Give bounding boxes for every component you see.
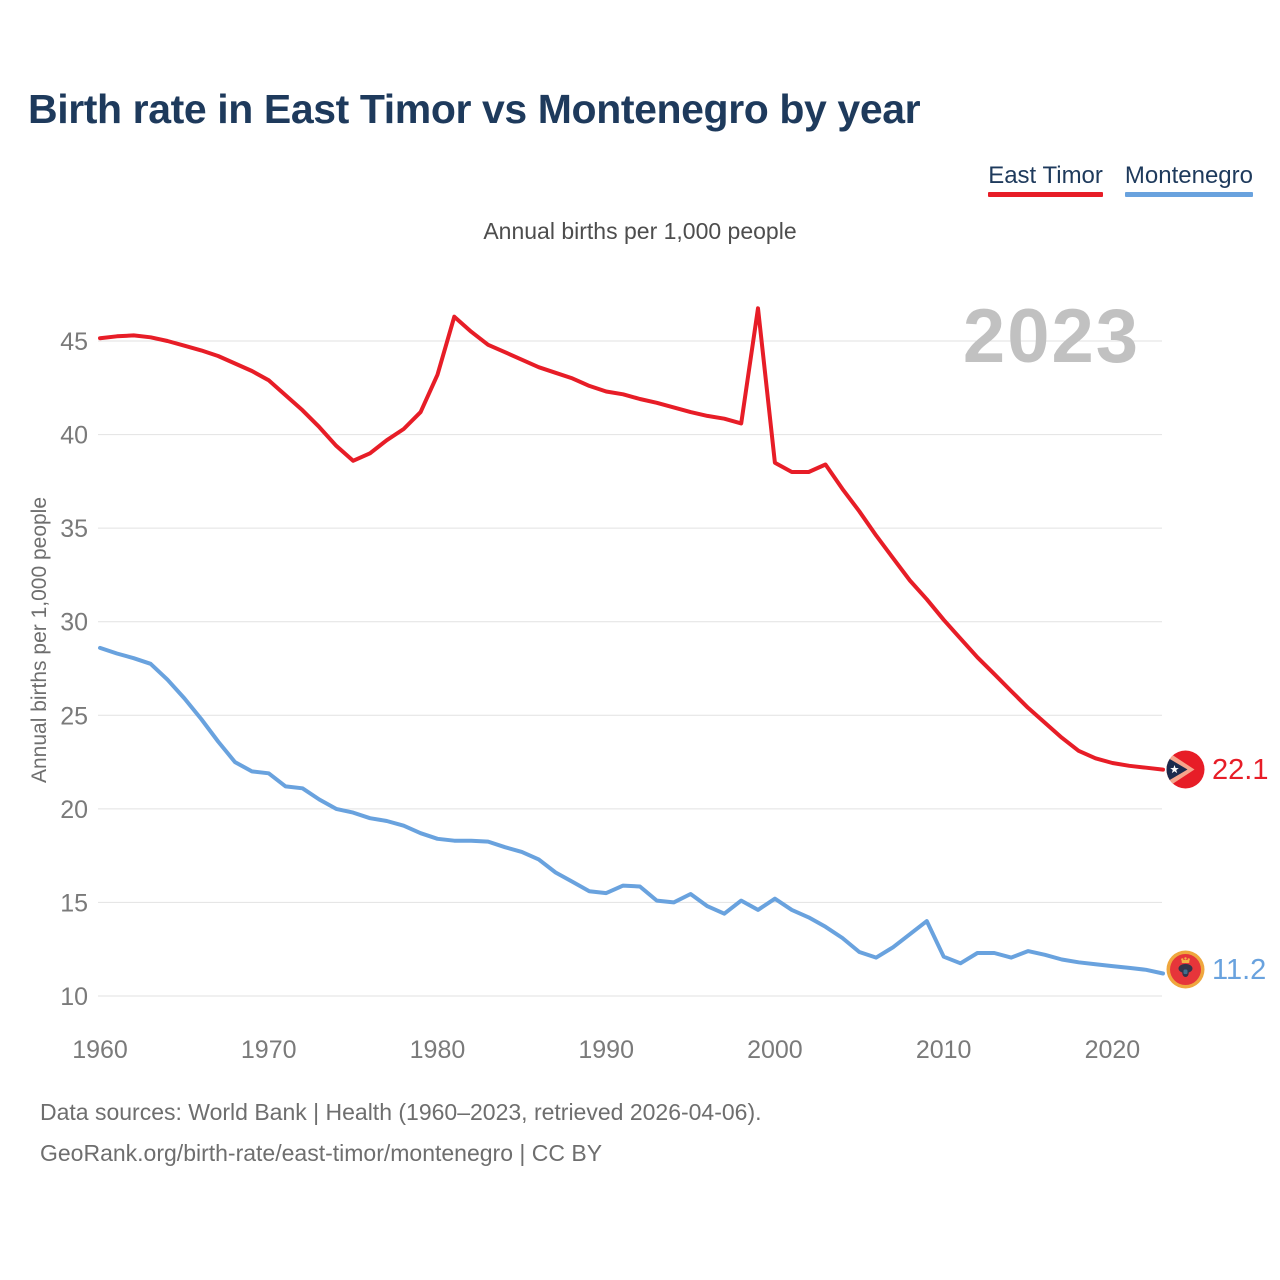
montenegro-flag-icon (1166, 950, 1205, 989)
east-timor-flag-icon (1166, 750, 1205, 789)
legend-label: Montenegro (1124, 162, 1253, 189)
x-tick-label: 2000 (747, 1036, 803, 1064)
y-tick-label: 20 (60, 796, 88, 824)
page-title: Birth rate in East Timor vs Montenegro b… (28, 86, 921, 132)
footer-attribution: GeoRank.org/birth-rate/east-timor/monten… (40, 1140, 603, 1166)
y-tick-label: 35 (60, 515, 88, 543)
y-axis-title: Annual births per 1,000 people (28, 497, 51, 783)
legend-item-east-timor[interactable]: East Timor (988, 161, 1103, 197)
y-tick-label: 40 (60, 422, 88, 450)
legend-item-montenegro[interactable]: Montenegro (1124, 161, 1253, 197)
x-tick-label: 1960 (72, 1036, 128, 1064)
x-tick-label: 1990 (578, 1036, 634, 1064)
y-tick-label: 10 (60, 983, 88, 1011)
east-timor-line (98, 306, 1165, 772)
y-tick-label: 25 (60, 702, 88, 730)
y-tick-label: 45 (60, 328, 88, 356)
y-tick-label: 30 (60, 609, 88, 637)
x-tick-label: 2010 (916, 1036, 972, 1064)
east-timor-end-label: 22.1 (1212, 754, 1268, 786)
x-tick-label: 1970 (241, 1036, 297, 1064)
x-tick-label: 2020 (1085, 1036, 1141, 1064)
x-tick-label: 1980 (410, 1036, 466, 1064)
footer: Data sources: World Bank | Health (1960–… (40, 1092, 762, 1174)
legend: East Timor Montenegro (988, 161, 1253, 197)
legend-color-bar (988, 192, 1103, 197)
y-tick-label: 15 (60, 889, 88, 917)
chart-subtitle: Annual births per 1,000 people (483, 218, 797, 244)
watermark-year: 2023 (963, 294, 1140, 379)
legend-label: East Timor (988, 162, 1103, 189)
legend-color-bar (1124, 192, 1253, 197)
gridlines (98, 340, 1162, 997)
series-lines (98, 306, 1165, 976)
y-axis-ticks: 10 15 20 25 30 35 40 45 (60, 328, 88, 1011)
x-axis-ticks: 1960 1970 1980 1990 2000 2010 2020 (72, 1036, 1140, 1064)
montenegro-end-label: 11.2 (1212, 954, 1266, 986)
footer-sources: Data sources: World Bank | Health (1960–… (40, 1099, 762, 1125)
montenegro-line (98, 645, 1165, 976)
